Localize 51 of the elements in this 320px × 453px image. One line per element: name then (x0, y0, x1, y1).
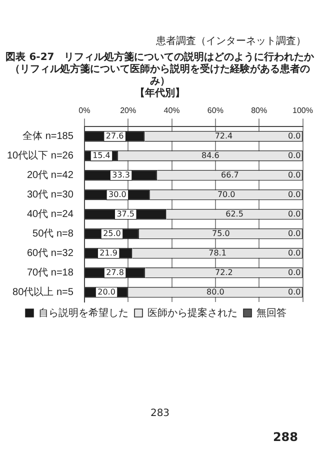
data-label: 84.6 (202, 150, 220, 160)
x-tick-label: 60% (207, 106, 224, 116)
data-label: 0.0 (288, 248, 301, 258)
y-tick-label: 20代 n=42 (26, 170, 74, 182)
y-tick-label: 70代 n=18 (26, 268, 74, 279)
chart-title: 図表 6-27 リフィル処方箋についての説明はどのように行われたか (4, 52, 316, 63)
text: 【年代別】 (134, 88, 186, 100)
data-label: 0.0 (288, 209, 301, 218)
data-label: 20.0 (98, 287, 116, 296)
y-tick-label: 50代 n=8 (32, 228, 74, 240)
data-label: 72.2 (215, 268, 233, 277)
x-tick-label: 40% (164, 106, 180, 116)
y-tick-label: 30代 n=30 (26, 190, 74, 201)
data-label: 37.5 (116, 209, 135, 218)
text: 283 (149, 408, 171, 419)
text: 患者調査（インターネット調査） (156, 34, 306, 48)
data-label: 62.5 (226, 209, 244, 218)
data-label: 33.3 (112, 170, 130, 180)
x-tick-label: 80% (251, 106, 268, 116)
data-label: 27.8 (106, 268, 124, 277)
y-tick-label: 40代 n=24 (26, 209, 74, 220)
data-label: 0.0 (288, 150, 301, 160)
data-label: 66.7 (221, 170, 239, 180)
x-tick-label: 0% (78, 106, 90, 116)
data-label: 0.0 (288, 268, 301, 277)
text: 288 (272, 430, 298, 444)
y-tick-label: 全体 n=185 (22, 130, 74, 142)
data-label: 0.0 (288, 287, 301, 296)
data-label: 80.0 (206, 287, 224, 296)
chart-subtitle: （リフィル処方箋について医師から説明を受けた経験がある患者のみ） (9, 64, 311, 88)
data-label: 21.9 (100, 248, 118, 258)
data-label: 75.0 (212, 228, 230, 238)
legend-label: 自ら説明を希望した (38, 306, 128, 319)
data-label: 70.0 (217, 190, 236, 199)
data-label: 0.0 (288, 228, 301, 238)
x-tick-label: 20% (120, 106, 136, 116)
y-tick-label: 80代以上 n=5 (12, 286, 74, 298)
data-label: 27.6 (106, 131, 124, 140)
data-label: 30.0 (108, 190, 126, 199)
legend-label: 無回答 (256, 306, 286, 319)
data-label: 0.0 (288, 131, 301, 140)
data-label: 78.1 (208, 248, 226, 258)
data-label: 15.4 (92, 150, 110, 160)
x-tick-label: 100% (292, 106, 314, 116)
y-tick-label: 10代以下 n=26 (6, 150, 74, 162)
legend-label: 医師から提案された (148, 306, 238, 319)
y-tick-label: 60代 n=32 (26, 248, 74, 260)
data-label: 72.4 (214, 131, 233, 140)
data-label: 0.0 (288, 190, 301, 199)
data-label: 0.0 (288, 170, 301, 180)
data-label: 25.0 (103, 228, 121, 238)
